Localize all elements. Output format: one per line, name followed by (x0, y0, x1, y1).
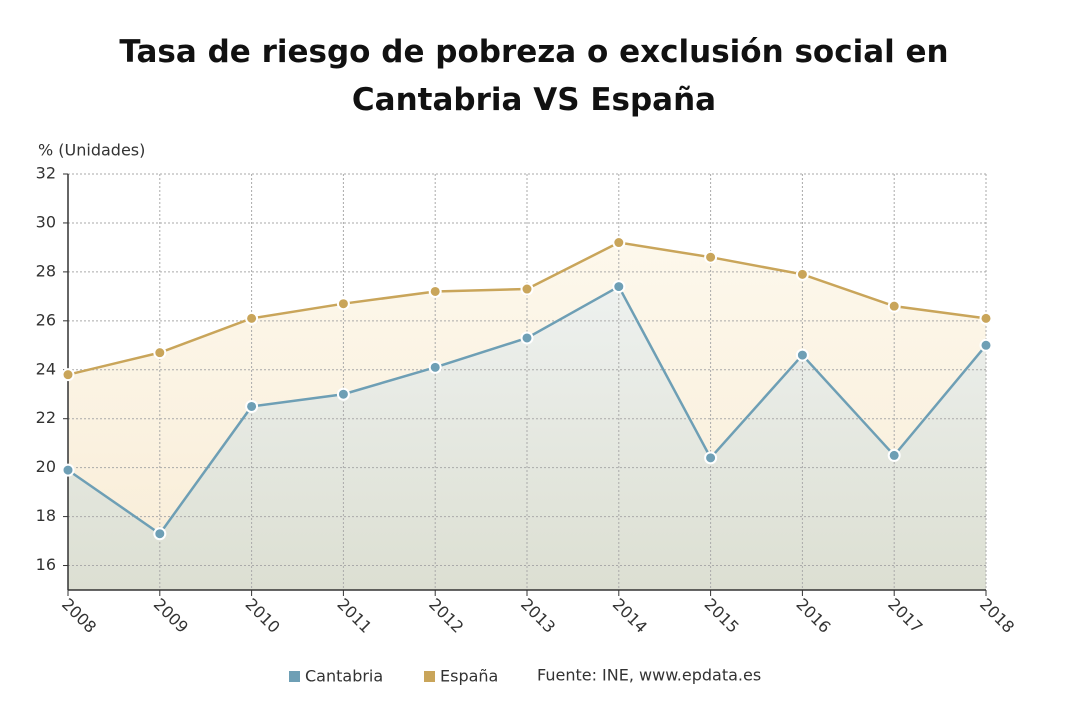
y-tick-label: 24 (36, 359, 56, 378)
y-axis-label: % (Unidades) (38, 141, 145, 160)
data-point (979, 311, 993, 325)
x-tick-label: 2014 (609, 595, 651, 637)
data-point (795, 348, 809, 362)
x-tick-label: 2013 (517, 595, 559, 637)
y-tick-label: 18 (36, 506, 56, 525)
data-point (795, 267, 809, 281)
data-point (245, 311, 259, 325)
legend-swatch (424, 671, 435, 682)
legend-label: España (440, 667, 498, 686)
data-point (153, 346, 167, 360)
y-tick-label: 26 (36, 310, 56, 329)
legend-swatch (289, 671, 300, 682)
data-point (979, 338, 993, 352)
data-point (336, 297, 350, 311)
x-tick-label: 2017 (884, 595, 926, 637)
source: Fuente: INE, www.epdata.es (537, 666, 761, 685)
x-tick-label: 2016 (792, 595, 834, 637)
data-point (887, 299, 901, 313)
data-point (704, 451, 718, 465)
y-tick-label: 30 (36, 212, 56, 231)
x-tick-label: 2009 (150, 595, 192, 637)
x-tick-label: 2012 (425, 595, 467, 637)
data-point (245, 399, 259, 413)
x-tick-label: 2008 (58, 595, 100, 637)
x-tick-label: 2018 (976, 595, 1018, 637)
y-tick-label: 22 (36, 408, 56, 427)
y-tick-label: 32 (36, 164, 56, 183)
y-tick-label: 20 (36, 457, 56, 476)
x-tick-label: 2011 (333, 595, 375, 637)
data-point (153, 527, 167, 541)
data-point (428, 360, 442, 374)
data-point (61, 368, 75, 382)
data-point (428, 284, 442, 298)
chart-title: Tasa de riesgo de pobreza o exclusión so… (119, 34, 949, 118)
x-tick-label: 2015 (701, 595, 743, 637)
x-tick-label: 2010 (242, 595, 284, 637)
y-tick-label: 28 (36, 261, 56, 280)
data-point (887, 448, 901, 462)
data-point (612, 280, 626, 294)
data-point (612, 236, 626, 250)
data-point (520, 282, 534, 296)
data-point (61, 463, 75, 477)
y-tick-label: 16 (36, 555, 56, 574)
data-point (336, 387, 350, 401)
legend-label: Cantabria (305, 667, 383, 686)
data-point (704, 250, 718, 264)
data-point (520, 331, 534, 345)
